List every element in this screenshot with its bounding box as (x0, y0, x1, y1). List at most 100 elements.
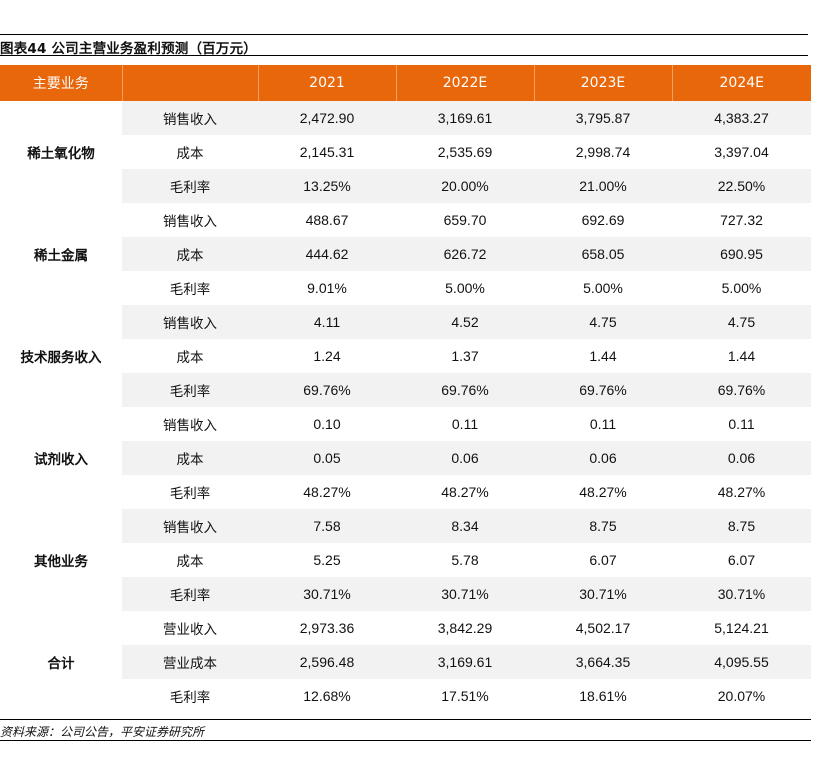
header-cell (121, 65, 258, 101)
value-cell: 8.34 (396, 509, 534, 543)
source-rule (0, 740, 811, 741)
business-category: 试剂收入 (0, 407, 122, 509)
value-cell: 2,145.31 (299, 144, 355, 160)
value-cell: 692.69 (581, 212, 625, 228)
value-cell: 4.52 (396, 305, 534, 339)
value-cell: 3,169.61 (396, 645, 534, 679)
value-cell: 2,535.69 (437, 144, 493, 160)
value-cell: 0.05 (258, 441, 396, 475)
table-row: 稀土金属 销售收入 488.67 659.70 692.69 727.32 (0, 203, 811, 305)
line-item: 成本 (176, 350, 204, 366)
table-row: 稀土氧化物 销售收入 2,472.90 3,169.61 3,795.87 4,383.2… (0, 101, 811, 203)
value-cell: 0.06 (534, 441, 672, 475)
line-item: 营业收入 (163, 622, 217, 638)
line-item: 成本 (176, 146, 204, 162)
value-cell: 21.00% (534, 169, 672, 203)
table-row: 毛利率 30.71% 30.71% 30.71% 30.71% (0, 577, 811, 611)
value-cell: 7.58 (258, 509, 396, 543)
value-cell: 22.50% (672, 169, 811, 203)
value-cell: 3,842.29 (437, 620, 493, 636)
value-cell: 0.06 (396, 441, 534, 475)
table-row: 试剂收入 销售收入 0.10 0.11 0.11 0.11 (0, 407, 811, 509)
value-cell: 9.01% (307, 280, 347, 296)
line-item: 销售收入 (122, 101, 258, 135)
value-cell: 69.76% (396, 373, 534, 407)
line-item: 毛利率 (169, 282, 211, 298)
line-item: 销售收入 (163, 418, 217, 434)
table-body: 稀土氧化物 销售收入 2,472.90 3,169.61 3,795.87 4,383.2… (0, 101, 811, 713)
table-bottom-rule (0, 719, 811, 720)
business-category: 技术服务收入 (0, 305, 122, 407)
header-cell: 主要业务 (0, 65, 122, 101)
header-cell: 2024E (671, 65, 811, 101)
header-cell: 2023E (533, 65, 672, 101)
value-cell: 20.07% (717, 688, 766, 704)
value-cell: 0.10 (313, 416, 341, 432)
header-row: 主要业务 2021 2022E 2023E 2024E (0, 65, 811, 101)
source-note: 资料来源：公司公告，平安证券研究所 (0, 725, 205, 739)
value-cell: 4,383.27 (672, 101, 811, 135)
value-cell: 18.61% (579, 688, 627, 704)
table-row: 毛利率 13.25% 20.00% 21.00% 22.50% (0, 169, 811, 203)
table-row: 技术服务收入 销售收入 4.11 4.52 4.75 4.75 (0, 305, 811, 407)
business-category: 稀土金属 (0, 203, 122, 305)
line-item: 成本 (176, 554, 204, 570)
line-item: 毛利率 (169, 690, 211, 706)
value-cell: 3,169.61 (396, 101, 534, 135)
value-cell: 4.75 (534, 305, 672, 339)
table-row: 合计 营业收入 2,973.36 3,842.29 4,502.17 5,124.21 (0, 611, 811, 713)
value-cell: 0.06 (672, 441, 811, 475)
line-item: 毛利率 (122, 373, 258, 407)
value-cell: 17.51% (441, 688, 489, 704)
value-cell: 727.32 (720, 212, 763, 228)
value-cell: 6.07 (727, 552, 756, 568)
business-category: 合计 (0, 611, 122, 713)
value-cell: 8.75 (672, 509, 811, 543)
table-row: 毛利率 9.01% 5.00% 5.00% 5.00% (0, 271, 811, 305)
table-row: 毛利率 69.76% 69.76% 69.76% 69.76% (0, 373, 811, 407)
value-cell: 5.00% (721, 280, 762, 296)
value-cell: 2,596.48 (258, 645, 396, 679)
value-cell: 0.11 (728, 416, 755, 432)
value-cell: 1.44 (727, 348, 756, 364)
business-category: 稀土氧化物 (0, 101, 122, 203)
value-cell: 2,998.74 (575, 144, 631, 160)
value-cell: 30.71% (672, 577, 811, 611)
table-row: 毛利率 48.27% 48.27% 48.27% 48.27% (0, 475, 811, 509)
value-cell: 2,973.36 (299, 620, 355, 636)
value-cell: 8.75 (534, 509, 672, 543)
value-cell: 690.95 (672, 237, 811, 271)
line-item: 毛利率 (122, 169, 258, 203)
header-cell: 2022E (395, 65, 534, 101)
table-row: 毛利率 12.68% 17.51% 18.61% 20.07% (0, 679, 811, 713)
value-cell: 20.00% (396, 169, 534, 203)
value-cell: 3,664.35 (534, 645, 672, 679)
value-cell: 48.27% (303, 484, 351, 500)
value-cell: 5.25 (313, 552, 341, 568)
value-cell: 658.05 (534, 237, 672, 271)
value-cell: 1.44 (589, 348, 617, 364)
value-cell: 30.71% (258, 577, 396, 611)
value-cell: 5.00% (583, 280, 623, 296)
value-cell: 444.62 (258, 237, 396, 271)
table-row: 营业成本 2,596.48 3,169.61 3,664.35 4,095.55 (0, 645, 811, 679)
table-row: 成本 444.62 626.72 658.05 690.95 (0, 237, 811, 271)
value-cell: 30.71% (534, 577, 672, 611)
line-item: 销售收入 (122, 305, 258, 339)
table-row: 其他业务 销售收入 7.58 8.34 8.75 8.75 (0, 509, 811, 611)
value-cell: 4,095.55 (672, 645, 811, 679)
value-cell: 659.70 (443, 212, 487, 228)
value-cell: 0.11 (589, 416, 617, 432)
table-row: 成本 0.05 0.06 0.06 0.06 (0, 441, 811, 475)
value-cell: 5.00% (445, 280, 485, 296)
table-row: 成本 1.24 1.37 1.44 1.44 (0, 339, 811, 373)
business-category: 其他业务 (0, 509, 122, 611)
value-cell: 1.37 (451, 348, 479, 364)
line-item: 毛利率 (169, 486, 211, 502)
line-item: 成本 (122, 237, 258, 271)
table-row: 成本 2,145.31 2,535.69 2,998.74 3,397.04 (0, 135, 811, 169)
value-cell: 5,124.21 (714, 620, 769, 636)
table-row: 成本 5.25 5.78 6.07 6.07 (0, 543, 811, 577)
value-cell: 3,795.87 (534, 101, 672, 135)
header-cell: 2021 (257, 65, 396, 101)
